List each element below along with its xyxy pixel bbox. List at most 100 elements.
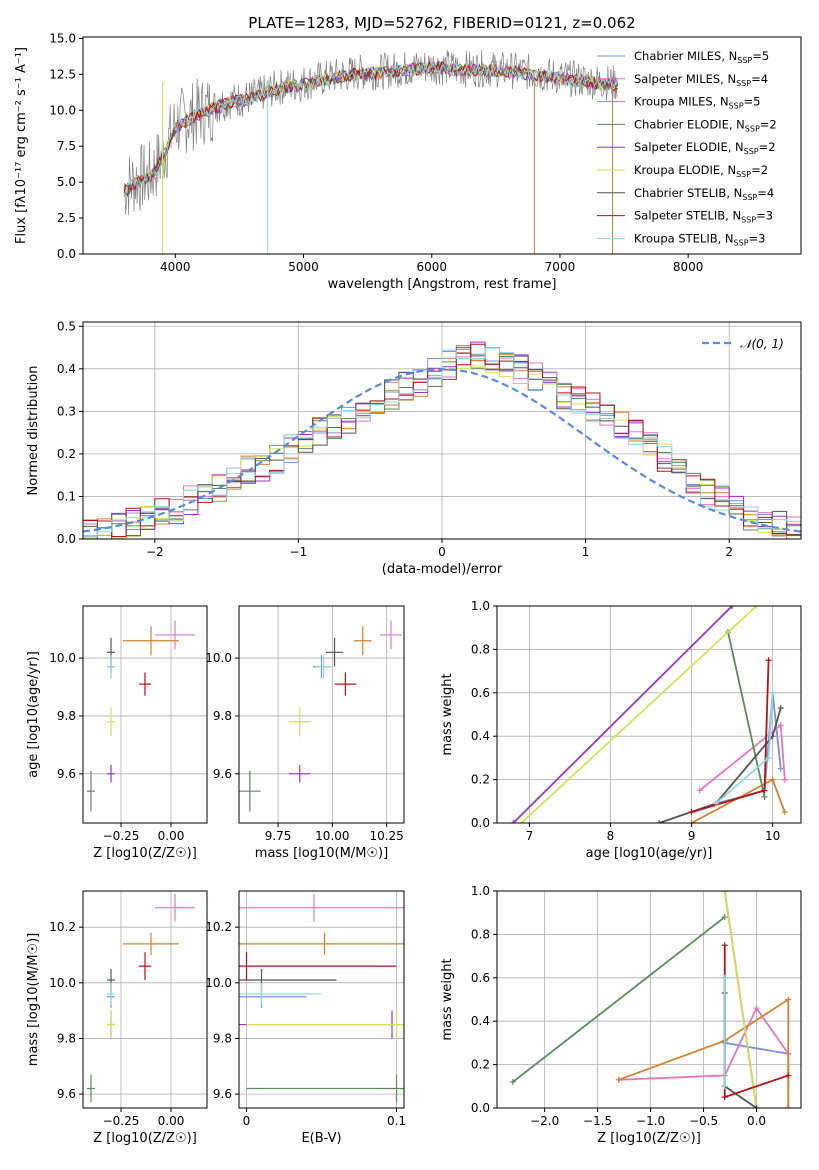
x-tick-label: 10.25 [369,829,403,843]
axes-frame [238,605,405,824]
axes-frame [496,605,802,824]
legend-label: Kroupa STELIB, NSSP=3 [634,231,765,247]
mass-weight-line [727,631,766,798]
y-tick-label: 0.0 [57,247,76,261]
plot-area [87,620,195,812]
axes-frame [82,890,208,1109]
y-tick-label: 5.0 [57,175,76,189]
y-tick-label: 0.2 [57,447,76,461]
mass-weight-marker [777,704,784,711]
y-tick-label: 10.2 [205,920,232,934]
x-tick-label: −0.25 [103,829,140,843]
axes-frame [496,890,802,1109]
x-tick-label: 9 [688,829,696,843]
mass-weight-marker [765,657,772,664]
mass-weight-marker [688,820,695,823]
mass-weight-marker [777,722,784,729]
legend-label: Salpeter ELODIE, NSSP=2 [634,140,776,156]
mass-weight-marker [785,1105,792,1108]
mass-weight-marker [781,776,788,783]
y-tick-label: 0.0 [471,816,490,830]
y-tick-label: 0.1 [57,489,76,503]
y-tick-label: 0.6 [471,971,490,985]
y-tick-label: 0.2 [471,1058,490,1072]
mass-weight-marker [777,765,784,772]
x-axis-label: age [log10(age/yr)] [586,846,713,861]
y-tick-label: 9.8 [213,709,232,723]
mass-weight-line [618,997,790,1108]
x-tick-label: 8000 [673,260,704,274]
mass-weight-marker [712,800,719,807]
panel-6: −0.25 0.00 9.6 9.8 10.0 10.2 Z [log10(Z/Z☉)] ma… [26,890,208,1146]
x-tick-label: 7 [526,829,534,843]
x-tick-label: 8 [607,829,615,843]
mass-weight-marker [729,606,736,609]
plot-area [239,893,404,1103]
x-tick-label: −0.25 [103,1114,140,1128]
mass-weight-marker [781,809,788,816]
legend-label: 𝒩(0, 1) [740,337,784,351]
x-tick-label: 0.1 [387,1114,406,1128]
legend-label: Salpeter STELIB, NSSP=3 [634,209,773,225]
y-tick-label: 9.6 [57,767,76,781]
x-tick-label: 6000 [416,260,447,274]
plot-area [83,341,801,539]
x-tick-label: 10.00 [315,829,349,843]
mass-weight-marker [753,606,760,609]
x-axis-label: Z [log10(Z/Z☉)] [93,1131,197,1146]
x-tick-label: −1.5 [583,1114,612,1128]
model-spectrum [123,61,619,192]
y-axis-label: Normed distribution [26,366,41,496]
legend-subscript: SSP [741,216,756,225]
mass-weight-line [512,606,733,823]
legend-count: =2 [751,163,768,177]
legend-subscript: SSP [745,124,760,133]
x-tick-label: 9.75 [265,829,292,843]
plot-area [510,606,788,823]
y-tick-label: 0.4 [57,362,76,376]
y-tick-label: 9.8 [57,709,76,723]
legend-label: Chabrier MILES, NSSP=5 [634,49,769,65]
panel-4: 9.75 10.00 10.25 9.6 9.8 10.0 mass [log10(M/M☉… [205,605,405,861]
y-tick-label: 0.2 [471,773,490,787]
y-tick-label: 12.5 [49,67,76,81]
mass-weight-marker [785,1072,792,1079]
y-tick-label: 0.4 [471,729,490,743]
legend-count: =3 [749,231,766,245]
legend-count: =5 [744,95,761,109]
legend-count: =5 [752,49,769,63]
mass-weight-marker [721,1094,728,1101]
y-tick-label: 9.6 [213,767,232,781]
legend-subscript: SSP [729,102,744,111]
mass-weight-line [512,916,726,1083]
y-axis-label: mass weight [440,673,455,755]
mass-weight-marker [721,914,728,921]
y-tick-label: 0.4 [471,1014,490,1028]
axes-frame [82,321,802,540]
model-spectrum [123,62,618,198]
x-tick-label: −1.0 [636,1114,665,1128]
mass-weight-line [723,992,758,1108]
mass-weight-marker [761,787,768,794]
x-axis-label: wavelength [Angstrom, rest frame] [328,277,557,292]
legend-label: Kroupa MILES, NSSP=5 [634,95,760,111]
y-tick-label: 10.0 [205,976,232,990]
y-axis-label: mass [log10(M/M☉)] [26,933,41,1066]
x-tick-label: 5000 [288,260,319,274]
mass-weight-line [658,707,782,823]
panel-5: 7 8 9 10 0.0 0.2 0.4 0.6 0.8 1.0 age [log10(age/yr… [440,599,802,861]
panel-3: −0.25 0.00 9.6 9.8 10.0 Z [log10(Z/Z☉)] age [l… [26,605,208,861]
panel-2: −2 −1 0 1 2 0.0 0.1 0.2 0.3 0.4 0.5 (data-model)/er… [26,319,802,577]
axes-frame [82,605,208,824]
x-tick-label: −2 [146,545,164,559]
mass-weight-marker [753,1005,760,1012]
y-tick-label: 10.0 [205,651,232,665]
y-tick-label: 0.6 [471,686,490,700]
x-axis-label: Z [log10(Z/Z☉)] [93,846,197,861]
y-tick-label: 9.6 [213,1087,232,1101]
y-axis-label: age [log10(age/yr)] [26,651,41,778]
x-tick-label: −1 [290,545,308,559]
mass-weight-marker [753,1105,760,1108]
mass-weight-marker [510,820,517,823]
y-tick-label: 0.3 [57,404,76,418]
